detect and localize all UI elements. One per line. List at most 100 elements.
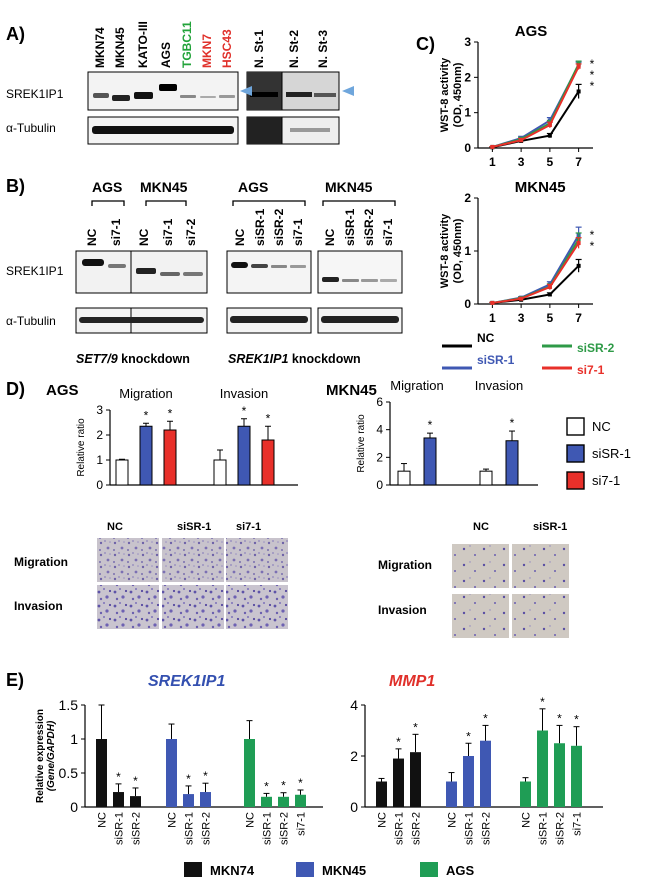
bar [213,459,227,486]
legend-label-mkn74: MKN74 [210,863,255,878]
x-tick-label: siSR-1 [184,812,196,845]
significance-star: * [298,776,303,790]
panel-a-row-label-tubulin: α-Tubulin [6,121,56,135]
legend-label-sisr-2: siSR-2 [577,341,615,355]
legend-swatch-nc [566,417,585,436]
y-tick-label: 2 [376,450,383,464]
data-point [576,241,581,246]
panel-a-row-label-srek1ip1: SREK1IP1 [6,87,64,101]
panel-a-lane-labels-left: MKN74 MKN45 KATO-III AGS TGBC11 MKN7 HSC43 [93,21,234,68]
data-point [576,64,581,69]
y-axis-label-units: (Gene/GAPDH) [46,720,57,791]
chart-title: MKN45 [515,179,566,196]
significance-star: * [281,779,286,793]
legend-label-nc: NC [592,419,611,434]
significance-star: * [590,239,595,253]
x-tick-label: NC [167,812,179,828]
y-tick-label: 2 [350,748,358,764]
micrograph-mkn45 [452,544,509,588]
chart-title: AGS [46,382,79,399]
panel-a-arrowhead-right [342,86,354,96]
bar [139,425,153,486]
data-point [490,144,495,149]
legend-label-sisr-1: siSR-1 [477,353,515,367]
series-line-sisr-2 [492,63,580,148]
panel-label-d: D) [6,379,25,399]
image-col-label-mkn45-1: siSR-1 [533,521,567,533]
chart-d-legend: NC siSR-1 si7-1 [566,417,631,490]
panel-a-arrowhead-left [240,86,252,96]
group-label-migration: Migration [390,378,443,393]
y-tick-label: 4 [376,423,383,437]
x-tick-label: siSR-2 [481,812,493,845]
legend-label-si7-1: si7-1 [592,473,620,488]
y-tick-label: 2 [464,191,471,205]
y-tick-label: 1 [96,453,103,467]
image-row-label-mkn45-invasion: Invasion [378,603,427,617]
bar [113,792,124,807]
x-tick-label: 7 [575,311,582,325]
bar [237,425,251,486]
x-tick-label: si7-1 [572,812,584,836]
legend-label-si7-1: si7-1 [577,363,605,377]
y-tick-label: 1.5 [59,697,79,713]
panel-b-caption-right: SREK1IP1 knockdown [228,352,361,366]
bar [537,730,548,807]
panel-a-band-tubulin-left [92,126,234,134]
panel-b-group-ags-left: AGS [92,179,122,195]
y-axis-label-units: (OD, 450nm) [452,218,464,283]
legend-swatch-mkn45 [296,862,314,877]
bar [261,439,275,486]
x-tick-label: siSR-2 [279,812,291,845]
image-col-label-ags-1: siSR-1 [177,521,211,533]
panel-a-bands-srek1ip1-left [93,84,235,101]
x-tick-label: 3 [518,155,525,169]
micrograph-ags [97,585,159,629]
lane-label-b-right-0: NC [233,228,247,246]
x-tick-label: siSR-2 [411,812,423,845]
legend-swatch-mkn74 [184,862,202,877]
y-axis-label: Relative expression [35,709,46,803]
legend-label-nc: NC [477,331,495,345]
significance-star: * [466,729,471,743]
panel-a-blot-nst1-dark [247,72,282,110]
data-point [519,138,524,143]
y-tick-label: 0 [464,297,471,311]
panel-a-band-nst3 [314,93,336,97]
bar [397,470,411,486]
series-line-sisr-1 [492,64,580,148]
x-tick-label: 1 [489,311,496,325]
panel-label-e: E) [6,670,24,690]
panel-a-lane-labels-right: N. St-1 N. St-2 N. St-3 [252,30,330,68]
y-axis-label: Relative ratio [356,414,367,473]
significance-star: * [168,406,173,420]
series-line-nc [492,90,580,149]
legend-swatch-ags [420,862,438,877]
chart-c-mkn45: MKN45 WST-8 activity (OD, 450nm) 0 1 2 1 3 5 7 ** [439,179,595,325]
panel-a-band-nst2 [286,92,312,97]
lane-label-b-right-7: si7-1 [381,218,395,246]
micrograph-mkn45 [512,544,569,588]
bar [446,781,457,807]
x-tick-label: si7-1 [296,812,308,836]
lane-label-nst-1: N. St-1 [252,30,266,68]
image-col-label-ags-0: NC [107,521,123,533]
panel-b-bands-srek1ip1-ags [231,262,306,268]
panel-b-bands-srek1ip1-mkn45 [322,277,397,282]
bar [163,429,177,486]
panel-label-c: C) [416,34,435,54]
group-label-invasion: Invasion [475,378,523,393]
chart-c-legend: NC siSR-2 siSR-1 si7-1 [442,331,615,377]
bar [295,794,306,807]
y-axis-label: WST-8 activity [439,57,451,132]
image-col-label-mkn45-0: NC [473,521,489,533]
image-row-label-mkn45-migration: Migration [378,558,432,572]
significance-star: * [186,772,191,786]
significance-star: * [483,711,488,725]
panel-b-blot-srek1ip1-mkn45 [317,250,403,294]
significance-star: * [428,418,433,432]
panel-b-group-brackets [91,200,396,206]
micrograph-ags [226,538,288,582]
